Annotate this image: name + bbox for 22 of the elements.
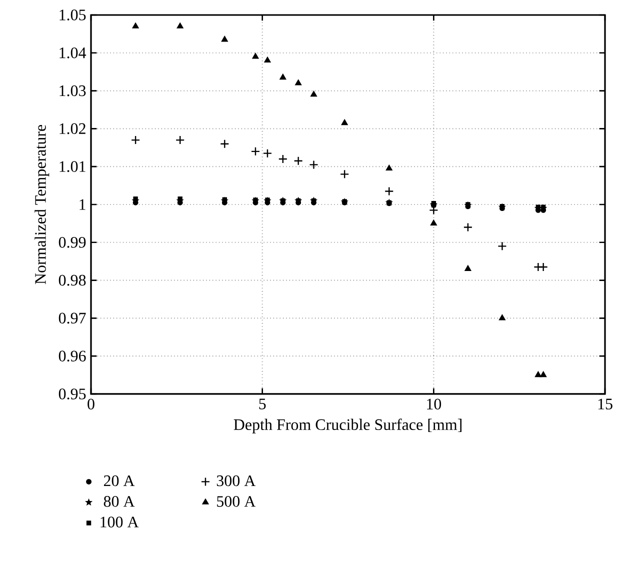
y-tick-label: 0.95 [58,388,86,400]
legend-label: 300 A [216,475,256,486]
legend-label: 500 A [217,496,256,507]
x-tick-label: 15 [598,398,612,410]
y-tick-label: 1.04 [60,47,86,58]
x-tick-label: 10 [427,398,442,410]
x-axis-title: Depth From Crucible Surface [mm] [234,418,462,434]
x-tick-label: 5 [259,398,266,410]
y-tick-label: 1.05 [60,10,86,20]
legend-label: 20 A [104,475,135,486]
y-tick-label: 0.97 [58,312,86,324]
y-tick-label: 1.01 [60,161,86,172]
y-tick-label: 1 [80,199,86,210]
y-tick-label: 1.02 [60,123,86,134]
legend-label: 80 A [104,496,135,507]
y-tick-label: 0.98 [58,274,86,286]
legend-label: 100 A [100,516,139,528]
y-axis-title: Normalized Temperature [34,124,50,284]
y-tick-label: 0.96 [58,350,86,362]
y-tick-label: 0.99 [58,236,86,248]
x-tick-label: 0 [88,398,94,410]
y-tick-label: 1.03 [60,85,86,96]
